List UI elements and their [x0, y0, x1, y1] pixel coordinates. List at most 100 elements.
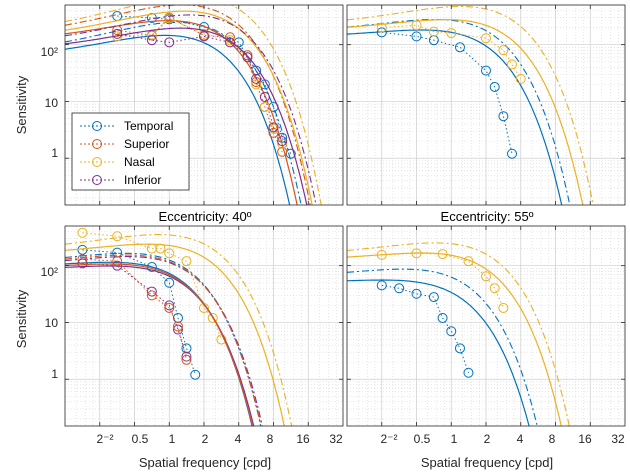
data-point — [155, 243, 166, 254]
data-point — [376, 249, 387, 260]
fit-curve-solid — [347, 279, 530, 426]
x-axis-label-right: Spatial frequency [cpd] — [421, 455, 553, 470]
x-axis-label-left: Spatial frequency [cpd] — [139, 455, 271, 470]
ytick-label: 1 — [51, 367, 58, 381]
data-point — [77, 254, 88, 265]
data-point — [376, 280, 387, 291]
legend-item-temporal: Temporal — [80, 119, 173, 133]
data-point — [259, 101, 270, 112]
series-temporal — [347, 18, 571, 205]
plot-area — [347, 5, 594, 205]
data-point — [268, 122, 279, 133]
data-point — [411, 20, 422, 31]
xtick-label: 4 — [517, 432, 524, 446]
data-point — [181, 343, 192, 354]
data-point — [251, 77, 262, 88]
fit-curve-dashdot — [65, 14, 317, 205]
data-point — [277, 138, 288, 149]
data-point — [146, 286, 157, 297]
data-point — [411, 248, 422, 259]
data-point — [172, 324, 183, 335]
data-line-dotted — [82, 258, 187, 360]
data-point — [181, 351, 192, 362]
series-inferior — [65, 14, 317, 205]
legend-item-nasal: Nasal — [80, 155, 155, 169]
data-point — [481, 65, 491, 76]
data-point — [437, 312, 448, 323]
fit-curve-solid — [65, 34, 291, 205]
data-point — [164, 302, 175, 313]
data-point — [437, 249, 448, 260]
data-point — [411, 31, 422, 42]
xtick-label: 2 — [484, 432, 491, 446]
panel-top-right — [346, 4, 626, 206]
y-axis-label-bottom: Sensitivity — [14, 289, 29, 348]
data-point — [489, 81, 500, 92]
data-point — [181, 354, 192, 365]
data-point — [394, 283, 405, 294]
data-point — [112, 256, 123, 267]
fit-curve-solid — [65, 263, 254, 426]
fit-curve-solid — [347, 19, 584, 205]
data-point — [251, 79, 262, 90]
xtick-label: 2 — [202, 432, 209, 446]
xtick-label: 8 — [267, 432, 274, 446]
xtick-label: 2⁻² — [380, 432, 397, 446]
legend-label: Nasal — [124, 155, 155, 169]
data-point — [446, 28, 457, 39]
xtick-label: 8 — [549, 432, 556, 446]
y-axis-label-top: Sensitivity — [14, 75, 29, 134]
data-line-dotted — [82, 262, 187, 357]
data-point — [190, 369, 201, 380]
data-point — [225, 37, 236, 48]
panel-bottom-left — [64, 225, 344, 427]
data-point — [507, 59, 518, 70]
legend-marker — [92, 121, 102, 131]
xtick-label: 32 — [611, 432, 625, 446]
fit-curve-solid — [65, 10, 313, 205]
legend-marker — [92, 175, 102, 185]
data-point — [172, 321, 183, 332]
data-point — [277, 136, 288, 147]
data-point — [489, 283, 500, 294]
data-point — [498, 111, 509, 122]
fit-curve-dashdot — [347, 18, 571, 205]
xtick-label: 0.5 — [132, 432, 149, 446]
xtick-label: 0.5 — [414, 432, 431, 446]
grid — [347, 226, 625, 426]
data-point — [376, 27, 387, 38]
plot-area — [65, 227, 293, 426]
data-point — [164, 277, 175, 288]
legend-marker — [92, 157, 102, 167]
data-line-dotted — [381, 24, 522, 80]
fit-curve-dashdot — [347, 242, 570, 426]
data-line-dotted — [82, 249, 196, 375]
legend-box — [71, 112, 190, 191]
data-point — [428, 292, 439, 303]
legend-label: Temporal — [124, 119, 173, 133]
data-point — [268, 127, 279, 138]
xtick-label: 1 — [169, 432, 176, 446]
data-point — [112, 25, 123, 36]
data-point — [164, 300, 175, 311]
data-point — [181, 256, 192, 267]
data-point — [454, 42, 465, 53]
data-point — [411, 288, 422, 299]
fit-curve-solid — [347, 252, 562, 426]
legend: Temporal Superior Nasal Inferior — [71, 112, 190, 191]
xtick-label: 2⁻² — [96, 432, 113, 446]
data-point — [481, 271, 491, 282]
fit-curve-solid — [65, 27, 308, 205]
xtick-label: 16 — [578, 432, 592, 446]
ytick-label: 10² — [41, 265, 58, 279]
data-point — [463, 256, 474, 267]
data-point — [112, 28, 123, 39]
data-point — [164, 248, 175, 259]
data-point — [428, 26, 439, 37]
legend-label: Superior — [124, 137, 169, 151]
series-superior — [65, 254, 262, 426]
series-temporal — [347, 268, 538, 426]
series-nasal — [347, 242, 570, 426]
plot-area — [347, 242, 570, 426]
data-point — [164, 13, 175, 24]
